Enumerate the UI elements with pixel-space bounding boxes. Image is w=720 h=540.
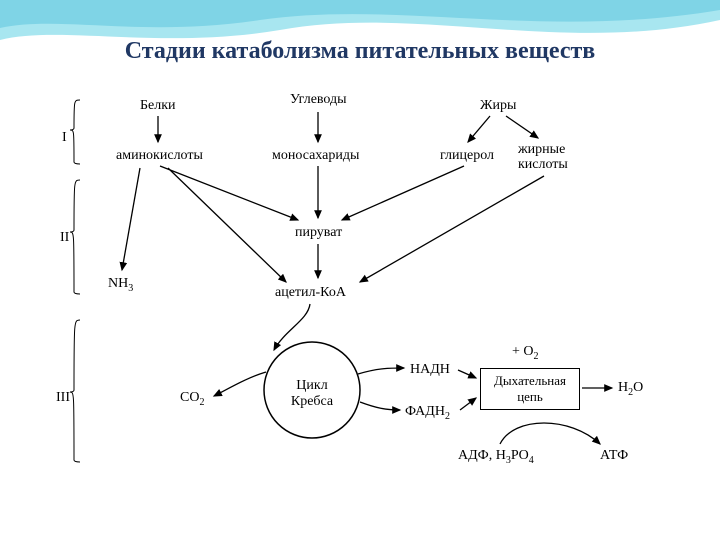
nh3-sub: 3 — [128, 283, 133, 294]
node-proteins: Белки — [140, 98, 176, 114]
stage-1-label: I — [62, 130, 67, 146]
node-adp: АДФ, H3PO4 — [458, 448, 534, 466]
po4-sub: 4 — [529, 455, 534, 466]
node-nadh: НАДН — [410, 362, 450, 378]
node-fats: Жиры — [480, 98, 516, 114]
node-fatty: жирные кислоты — [518, 142, 568, 173]
node-fadh: ФАДН2 — [405, 404, 450, 422]
page-title: Стадии катаболизма питательных веществ — [0, 38, 720, 65]
h2o-o: O — [633, 380, 643, 395]
fadh-sub: 2 — [445, 411, 450, 422]
node-acetyl: ацетил-КоА — [275, 285, 346, 301]
h2o-h: H — [618, 380, 628, 395]
node-carbs: Углеводы — [290, 92, 347, 108]
node-atp: АТФ — [600, 448, 628, 464]
fadh-text: ФАДН — [405, 404, 445, 419]
po4-text: PO — [511, 448, 529, 463]
stage-2-label: II — [60, 230, 69, 246]
node-pyruvate: пируват — [295, 225, 342, 241]
node-glycerol: глицерол — [440, 148, 494, 164]
nh3-text: NH — [108, 276, 128, 291]
node-co2: CO2 — [180, 390, 204, 408]
node-amino: аминокислоты — [116, 148, 203, 164]
stage-3-label: III — [56, 390, 70, 406]
adp-text: АДФ, H — [458, 448, 506, 463]
resp-l2: цепь — [517, 389, 543, 404]
node-o2: + O2 — [512, 344, 539, 362]
resp-l1: Дыхательная — [494, 373, 566, 388]
krebs-l2: Кребса — [291, 394, 333, 409]
krebs-l1: Цикл — [296, 378, 327, 393]
node-h2o: H2O — [618, 380, 643, 398]
catabolism-diagram: I II III Белки Углеводы Жиры аминокислот… — [60, 90, 680, 510]
node-nh3: NH3 — [108, 276, 133, 294]
co2-sub: 2 — [199, 397, 204, 408]
node-fatty-text: жирные кислоты — [518, 142, 568, 172]
o2-sub: 2 — [534, 351, 539, 362]
node-mono: моносахариды — [272, 148, 359, 164]
co2-text: CO — [180, 390, 199, 405]
o2-text: + O — [512, 344, 534, 359]
node-krebs: Цикл Кребса — [282, 378, 342, 410]
box-respiratory-chain: Дыхательная цепь — [480, 368, 580, 410]
